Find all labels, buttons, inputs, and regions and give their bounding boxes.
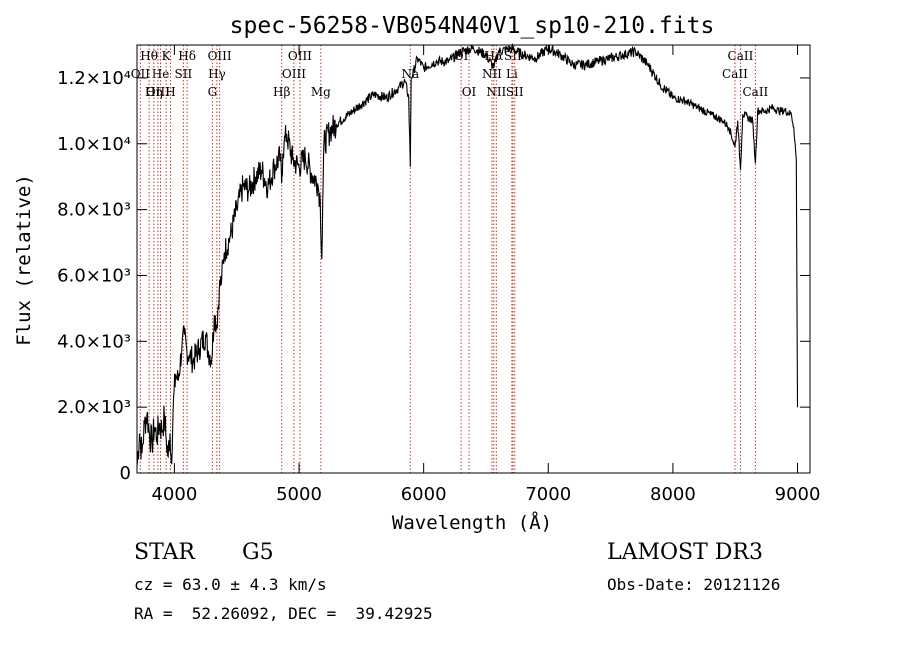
line-label: OIII	[288, 49, 312, 63]
y-tick-label: 4.0×10³	[57, 331, 131, 352]
line-label: OIII	[208, 49, 232, 63]
line-label: Li	[506, 67, 518, 81]
coordinates: RA = 52.26092, DEC = 39.42925	[134, 604, 433, 623]
spectrum-line	[136, 42, 799, 467]
plot-frame	[136, 44, 811, 474]
y-axis-label: Flux (relative)	[13, 174, 35, 346]
y-tick-label: 6.0×10³	[57, 265, 131, 286]
obs-date: Obs-Date: 20121126	[607, 575, 781, 594]
line-label: G	[208, 85, 218, 99]
line-label: Hη	[145, 85, 163, 99]
y-tick-label: 0	[120, 463, 131, 484]
line-label: Hγ	[208, 67, 226, 81]
object-class: STAR	[134, 540, 195, 565]
y-tick-label: 1.2×10⁴	[57, 68, 131, 89]
line-label: CaII	[722, 67, 748, 81]
line-label: NII	[486, 85, 506, 99]
line-label: Hδ	[178, 49, 196, 63]
y-tick-label: 1.0×10⁴	[57, 134, 131, 155]
x-tick-label: 7000	[525, 484, 571, 505]
line-label: OIII	[146, 85, 170, 99]
line-label: He	[152, 67, 170, 81]
line-label: SII	[506, 85, 524, 99]
x-axis-label: Wavelength (Å)	[392, 511, 552, 534]
x-tick-label: 8000	[650, 484, 696, 505]
line-label: OIII	[282, 67, 306, 81]
x-tick-label: 9000	[775, 484, 821, 505]
y-tick-label: 2.0×10³	[57, 397, 131, 418]
chart-title: spec-56258-VB054N40V1_sp10-210.fits	[230, 13, 715, 39]
x-tick-label: 5000	[276, 484, 322, 505]
axis-ticks: 4000 5000 6000 7000 8000 9000 0 2.0×10³ 4.0×10³ 6…	[57, 45, 820, 505]
x-tick-label: 4000	[151, 484, 197, 505]
redshift-value: cz = 63.0 ± 4.3 km/s	[134, 575, 327, 594]
line-label: Hβ	[273, 85, 290, 99]
line-label: SII	[175, 67, 193, 81]
x-tick-label: 6000	[401, 484, 447, 505]
line-label: NII	[482, 67, 502, 81]
line-label: Mg	[311, 85, 331, 99]
line-label: OII	[131, 67, 151, 81]
y-tick-label: 8.0×10³	[57, 200, 131, 221]
line-label: Hθ	[140, 49, 158, 63]
line-label: H	[165, 85, 175, 99]
line-label: CaII	[742, 85, 768, 99]
line-label: K	[162, 49, 172, 63]
survey-name: LAMOST DR3	[607, 540, 763, 565]
line-label: Na	[401, 67, 419, 81]
line-label: OI	[462, 85, 477, 99]
object-subclass: G5	[242, 540, 274, 565]
line-label: CaII	[728, 49, 754, 63]
